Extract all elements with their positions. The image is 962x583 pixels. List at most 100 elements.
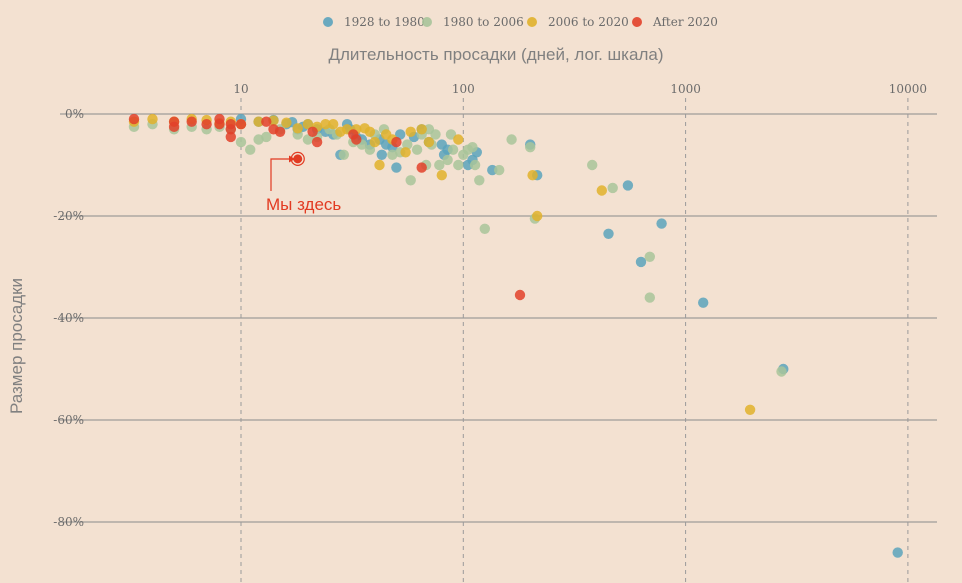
data-point	[423, 136, 435, 148]
data-point	[587, 159, 598, 171]
data-point	[320, 119, 331, 130]
data-point	[776, 366, 787, 377]
data-point	[436, 170, 447, 181]
x-tick-label: 100	[452, 82, 475, 96]
data-point	[474, 175, 485, 186]
data-point	[147, 113, 158, 125]
legend-marker	[422, 17, 432, 27]
data-point	[434, 159, 445, 171]
data-point	[235, 119, 247, 130]
data-point	[527, 170, 538, 181]
data-point	[364, 144, 376, 155]
legend-marker	[323, 17, 333, 27]
data-point	[514, 289, 526, 301]
annotation-arrowhead	[289, 155, 295, 163]
legend-marker	[527, 17, 537, 27]
data-point	[281, 117, 292, 128]
data-point	[302, 134, 314, 145]
data-point	[307, 126, 318, 137]
x-tick-label: 10000	[889, 82, 927, 96]
annotation: Мы здесь	[266, 151, 341, 214]
data-point	[892, 547, 903, 558]
data-point	[214, 119, 225, 130]
x-tick-label: 1000	[670, 82, 701, 96]
data-point	[622, 180, 634, 191]
data-points	[128, 113, 903, 558]
data-point	[292, 123, 303, 134]
annotation-arrow	[270, 158, 289, 191]
x-tick-label: 10	[233, 82, 248, 96]
data-point	[416, 124, 427, 135]
data-point	[201, 119, 212, 130]
data-point	[338, 149, 349, 160]
data-point	[387, 149, 398, 160]
current-marker	[293, 154, 303, 164]
data-point	[186, 116, 197, 127]
legend-marker	[632, 17, 642, 27]
legend-label: 1980 to 2006	[443, 15, 524, 29]
y-tick-label: 0%	[65, 107, 84, 121]
legend-label: 1928 to 1980	[344, 15, 425, 29]
data-point	[416, 162, 427, 173]
data-point	[494, 164, 505, 176]
data-point	[656, 218, 667, 229]
data-point	[453, 134, 464, 145]
data-point	[445, 129, 457, 140]
data-point	[430, 129, 441, 140]
data-point	[453, 159, 464, 171]
data-point	[369, 136, 380, 148]
y-tick-label: -80%	[53, 515, 84, 529]
data-point	[395, 129, 406, 140]
data-point	[261, 131, 272, 143]
y-axis-title: Размер просадки	[7, 278, 26, 414]
data-point	[635, 256, 647, 268]
y-tick-label: -20%	[53, 209, 84, 223]
data-point	[364, 126, 376, 137]
data-point	[302, 119, 314, 130]
data-point	[253, 116, 264, 127]
data-point	[274, 126, 286, 137]
data-point	[225, 131, 236, 143]
data-point	[351, 134, 362, 145]
data-point	[128, 113, 140, 125]
data-point	[405, 126, 416, 137]
x-axis-title: Длительность просадки (дней, лог. шкала)	[329, 45, 664, 64]
data-point	[225, 124, 236, 135]
data-point	[744, 404, 756, 415]
data-point	[261, 116, 272, 127]
data-point	[405, 175, 416, 186]
data-point	[532, 210, 543, 222]
data-point	[644, 292, 655, 303]
data-point	[469, 159, 481, 171]
data-point	[400, 147, 411, 158]
tick-labels: 10 100 1000 10000 0% -20% -40% -60% -80%	[53, 82, 927, 529]
data-point	[506, 134, 517, 145]
grid	[60, 98, 937, 583]
legend-label: After 2020	[652, 15, 718, 29]
data-point	[235, 136, 247, 148]
data-point	[467, 142, 478, 153]
data-point	[376, 149, 387, 160]
data-point	[391, 136, 402, 148]
data-point	[245, 144, 256, 155]
data-point	[525, 142, 536, 153]
data-point	[479, 223, 490, 234]
data-point	[168, 121, 180, 132]
annotation-label: Мы здесь	[266, 195, 341, 214]
current-marker-ring	[290, 151, 305, 166]
y-tick-label: -60%	[53, 413, 84, 427]
data-point	[374, 159, 385, 171]
data-point	[603, 228, 614, 239]
data-point	[411, 144, 423, 155]
data-point	[442, 154, 453, 166]
data-point	[698, 297, 709, 308]
y-tick-label: -40%	[53, 311, 84, 325]
legend-label: 2006 to 2020	[548, 15, 629, 29]
data-point	[311, 136, 323, 148]
data-point	[447, 144, 459, 155]
data-point	[596, 185, 607, 196]
data-point	[607, 182, 618, 194]
data-point	[644, 251, 655, 262]
data-point	[391, 162, 402, 173]
